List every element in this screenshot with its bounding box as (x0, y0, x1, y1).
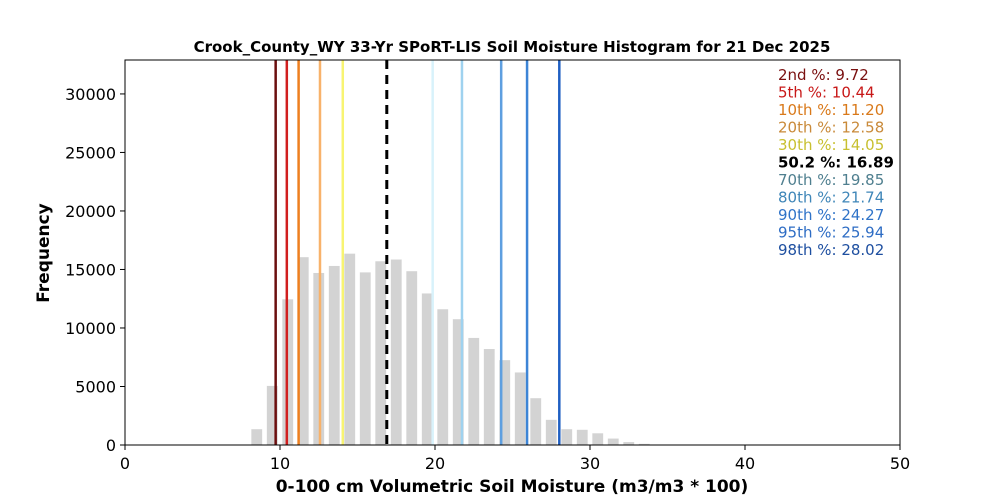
histogram-bar (514, 372, 526, 445)
histogram-bar (266, 385, 278, 445)
legend-entry: 80th %: 21.74 (778, 189, 884, 207)
histogram-bar (437, 309, 449, 445)
chart-title: Crook_County_WY 33-Yr SPoRT-LIS Soil Moi… (194, 38, 831, 56)
histogram-bar (328, 265, 340, 445)
histogram-bar (638, 443, 650, 445)
x-axis-label: 0-100 cm Volumetric Soil Moisture (m3/m3… (276, 477, 749, 497)
histogram-bar (297, 257, 309, 445)
x-tick-label: 10 (270, 454, 290, 473)
legend-entry: 50.2 %: 16.89 (778, 154, 894, 172)
y-tick-label: 15000 (65, 260, 116, 279)
histogram-bar (406, 271, 418, 445)
histogram-bar (561, 429, 573, 445)
histogram-bar (592, 433, 604, 445)
legend-entry: 70th %: 19.85 (778, 171, 884, 189)
histogram-bar (251, 429, 263, 445)
histogram-bar (483, 349, 495, 445)
legend-entry: 98th %: 28.02 (778, 241, 884, 259)
histogram-bar (452, 319, 464, 445)
histogram-bar (421, 293, 433, 445)
x-tick-label: 20 (425, 454, 445, 473)
legend-entry: 2nd %: 9.72 (778, 66, 869, 84)
x-tick-label: 0 (120, 454, 130, 473)
x-tick-label: 30 (580, 454, 600, 473)
histogram-bar (623, 442, 635, 445)
histogram-bar (344, 253, 356, 445)
bars-layer (251, 253, 650, 445)
y-axis: 0 5000 10000 15000 20000 25000 30000 (65, 85, 125, 455)
legend-entry: 5th %: 10.44 (778, 84, 875, 102)
y-tick-label: 20000 (65, 202, 116, 221)
histogram-bar (607, 438, 619, 445)
x-tick-label: 40 (735, 454, 755, 473)
y-axis-label: Frequency (34, 203, 54, 303)
legend-entry: 10th %: 11.20 (778, 101, 884, 119)
histogram-bar (545, 419, 557, 445)
percentile-lines-layer (274, 60, 561, 445)
y-tick-label: 10000 (65, 319, 116, 338)
histogram-bar (530, 398, 542, 445)
legend-entry: 30th %: 14.05 (778, 136, 884, 154)
histogram-bar (468, 337, 480, 445)
y-tick-label: 25000 (65, 143, 116, 162)
x-tick-label: 50 (890, 454, 910, 473)
x-axis: 0 10 20 30 40 50 (120, 445, 910, 473)
y-tick-label: 0 (106, 436, 116, 455)
histogram-bar (499, 360, 511, 445)
histogram-bar (359, 272, 371, 445)
legend-entry: 20th %: 12.58 (778, 119, 884, 137)
histogram-bar (576, 429, 588, 445)
histogram-bar (390, 259, 402, 445)
plot-frame (124, 59, 901, 446)
legend-entry: 95th %: 25.94 (778, 224, 884, 242)
y-tick-label: 30000 (65, 85, 116, 104)
y-tick-label: 5000 (75, 377, 116, 396)
legend-entry: 90th %: 24.27 (778, 206, 884, 224)
histogram-bar (375, 261, 387, 445)
